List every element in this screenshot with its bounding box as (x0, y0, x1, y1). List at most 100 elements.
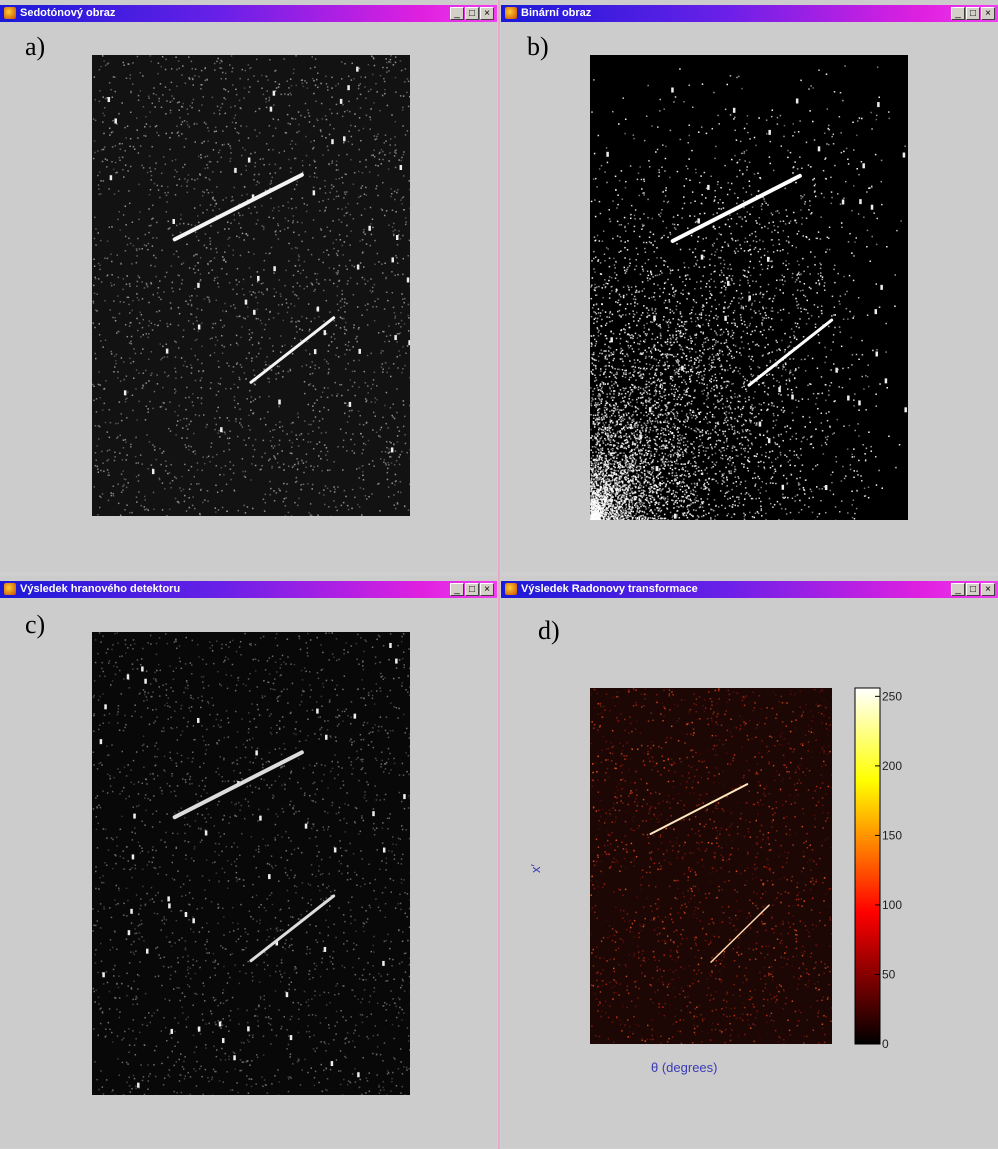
noise (308, 112, 310, 114)
noise (683, 438, 685, 440)
noise (221, 78, 223, 80)
noise (258, 341, 260, 343)
noise (673, 496, 675, 498)
noise (118, 113, 120, 115)
noise (178, 325, 180, 327)
noise (207, 264, 209, 266)
noise (164, 276, 166, 278)
noise (344, 111, 346, 113)
noise (246, 170, 248, 172)
noise (724, 412, 726, 414)
noise (599, 404, 601, 406)
noise (686, 165, 688, 167)
noise (341, 209, 343, 211)
noise (114, 366, 116, 368)
noise (97, 232, 99, 234)
noise (738, 216, 740, 218)
noise (655, 265, 657, 267)
noise (184, 501, 186, 503)
noise (681, 468, 683, 470)
noise (715, 332, 717, 334)
noise (351, 410, 353, 412)
noise (741, 463, 743, 465)
noise (639, 361, 641, 363)
noise (287, 227, 289, 229)
noise (138, 475, 140, 477)
noise (129, 342, 131, 344)
noise (247, 235, 249, 237)
noise (714, 366, 716, 368)
noise (744, 498, 746, 500)
noise (196, 236, 198, 238)
noise (172, 160, 174, 162)
noise (125, 439, 127, 441)
window-buttons[interactable]: _□× (450, 7, 494, 20)
noise (895, 274, 897, 276)
noise (176, 225, 178, 227)
noise (372, 227, 374, 229)
noise (102, 409, 104, 411)
noise (384, 459, 386, 461)
noise (712, 346, 714, 348)
noise (273, 207, 275, 209)
noise (382, 371, 384, 373)
noise (201, 346, 203, 348)
noise (695, 351, 697, 353)
noise (697, 495, 699, 497)
noise (246, 233, 248, 235)
noise (168, 221, 170, 223)
noise (383, 78, 385, 80)
noise (303, 439, 305, 441)
noise (668, 354, 670, 356)
noise (217, 161, 219, 163)
noise (404, 323, 406, 325)
noise (248, 437, 250, 439)
noise (809, 422, 811, 424)
noise (114, 193, 116, 195)
noise (225, 311, 227, 313)
noise (684, 474, 686, 476)
noise (256, 184, 258, 186)
noise (616, 289, 618, 291)
noise (192, 401, 194, 403)
noise (287, 312, 289, 314)
noise (797, 233, 799, 235)
noise (328, 409, 330, 411)
noise (638, 320, 640, 322)
noise (651, 495, 653, 497)
noise (314, 402, 316, 404)
noise (783, 309, 785, 311)
noise (146, 508, 148, 510)
noise (400, 199, 402, 201)
noise (275, 234, 277, 236)
noise (249, 291, 251, 293)
noise (149, 111, 151, 113)
noise (214, 131, 216, 133)
noise (165, 133, 167, 135)
noise (726, 441, 728, 443)
noise (347, 203, 349, 205)
window-buttons[interactable]: _□× (951, 7, 995, 20)
noise (285, 270, 287, 272)
noise (346, 154, 348, 156)
noise (324, 504, 326, 506)
noise (680, 404, 682, 406)
noise (233, 304, 235, 306)
noise (298, 498, 300, 500)
noise (137, 56, 139, 58)
noise (239, 379, 241, 381)
noise (95, 465, 97, 467)
noise (331, 188, 333, 190)
noise (373, 412, 375, 414)
noise (686, 298, 688, 300)
noise (95, 277, 97, 279)
noise (165, 409, 167, 411)
noise (711, 367, 713, 369)
noise (706, 467, 708, 469)
noise (335, 178, 337, 180)
noise (296, 331, 298, 333)
noise (396, 257, 398, 259)
noise (602, 287, 604, 289)
noise (221, 268, 223, 270)
noise (641, 314, 643, 316)
